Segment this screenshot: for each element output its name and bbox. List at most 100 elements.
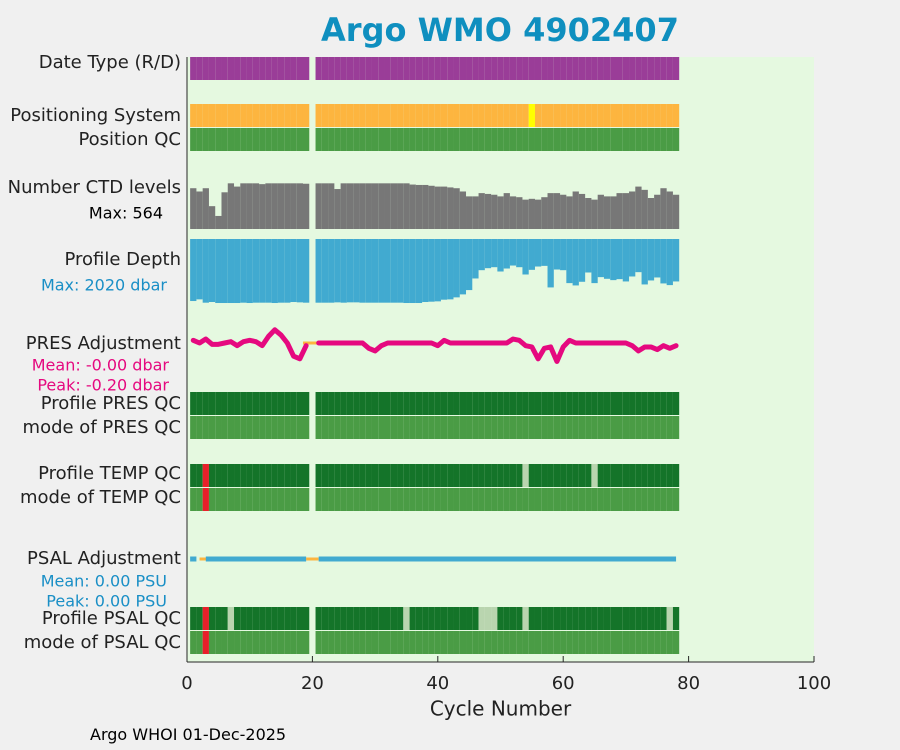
position-qc-cell xyxy=(190,128,197,151)
mode-psal-qc-cell xyxy=(240,631,247,654)
mode-pres-qc-cell xyxy=(503,416,510,439)
profile-pres-qc-cell xyxy=(440,392,448,415)
ctd-levels-bar xyxy=(603,196,611,229)
profile-depth-bar xyxy=(585,239,592,273)
profile-pres-qc-cell xyxy=(647,392,655,415)
date-type-cell xyxy=(597,57,604,80)
profile-depth-bar xyxy=(459,239,467,295)
mode-pres-qc-cell xyxy=(666,416,673,439)
mode-pres-qc-cell xyxy=(334,416,341,439)
mode-temp-qc-cell xyxy=(434,488,441,511)
position-qc-cell xyxy=(666,128,673,151)
profile-pres-qc-cell xyxy=(560,392,567,415)
profile-pres-qc-cell xyxy=(428,392,435,415)
profile-temp-qc-cell xyxy=(547,464,554,487)
profile-pres-qc-cell xyxy=(384,392,391,415)
positioning-system-cell xyxy=(359,104,366,127)
ctd-levels-bar xyxy=(265,183,272,229)
profile-depth-bar xyxy=(428,239,435,302)
position-qc-cell xyxy=(572,128,579,151)
profile-pres-qc-cell xyxy=(290,392,297,415)
position-qc-cell xyxy=(378,128,385,151)
mode-pres-qc-cell xyxy=(340,416,347,439)
mode-temp-qc-cell xyxy=(378,488,385,511)
position-qc-cell xyxy=(472,128,479,151)
date-type-cell xyxy=(371,57,379,80)
profile-psal-qc-cell xyxy=(202,607,209,630)
profile-depth-bar xyxy=(234,239,241,304)
positioning-system-cell xyxy=(534,104,542,127)
mode-temp-qc-cell xyxy=(296,488,303,511)
position-qc-cell xyxy=(277,128,285,151)
row-label: Profile Depth xyxy=(64,249,181,270)
mode-temp-qc-cell xyxy=(497,488,504,511)
date-type-cell xyxy=(434,57,441,80)
mode-temp-qc-cell xyxy=(522,488,529,511)
profile-depth-bar xyxy=(591,239,598,284)
profile-pres-qc-cell xyxy=(591,392,598,415)
profile-pres-qc-cell xyxy=(610,392,617,415)
mode-temp-qc-cell xyxy=(415,488,423,511)
profile-pres-qc-cell xyxy=(315,392,322,415)
positioning-system-cell xyxy=(271,104,278,127)
positioning-system-cell xyxy=(208,104,216,127)
profile-pres-qc-cell xyxy=(246,392,253,415)
mode-psal-qc-cell xyxy=(509,631,517,654)
mode-temp-qc-cell xyxy=(371,488,379,511)
position-qc-cell xyxy=(259,128,266,151)
profile-pres-qc-cell xyxy=(509,392,517,415)
ctd-levels-bar xyxy=(447,187,454,229)
profile-psal-qc-cell xyxy=(265,607,272,630)
mode-pres-qc-cell xyxy=(509,416,517,439)
profile-depth-bar xyxy=(534,239,542,267)
mode-temp-qc-cell xyxy=(340,488,347,511)
date-type-cell xyxy=(202,57,209,80)
profile-psal-qc-cell xyxy=(528,607,535,630)
mode-temp-qc-cell xyxy=(647,488,655,511)
ctd-levels-bar xyxy=(246,183,253,229)
profile-temp-qc-cell xyxy=(208,464,216,487)
profile-psal-qc-cell xyxy=(547,607,554,630)
position-qc-cell xyxy=(296,128,303,151)
profile-depth-bar xyxy=(190,239,197,302)
position-qc-cell xyxy=(265,128,272,151)
profile-temp-qc-cell xyxy=(503,464,510,487)
date-type-cell xyxy=(234,57,241,80)
profile-pres-qc-cell xyxy=(271,392,278,415)
ctd-levels-bar xyxy=(428,185,435,229)
mode-temp-qc-cell xyxy=(560,488,567,511)
profile-temp-qc-cell xyxy=(265,464,272,487)
mode-temp-qc-cell xyxy=(346,488,354,511)
mode-pres-qc-cell xyxy=(516,416,523,439)
profile-pres-qc-cell xyxy=(566,392,573,415)
date-type-cell xyxy=(390,57,398,80)
profile-pres-qc-cell xyxy=(397,392,404,415)
profile-psal-qc-cell xyxy=(215,607,222,630)
position-qc-cell xyxy=(271,128,278,151)
mode-psal-qc-cell xyxy=(302,631,310,654)
mode-psal-qc-cell xyxy=(353,631,360,654)
profile-temp-qc-cell xyxy=(572,464,579,487)
date-type-cell xyxy=(384,57,391,80)
date-type-cell xyxy=(509,57,517,80)
position-qc-cell xyxy=(415,128,423,151)
profile-temp-qc-cell xyxy=(541,464,548,487)
position-qc-cell xyxy=(202,128,209,151)
position-qc-cell xyxy=(340,128,347,151)
mode-pres-qc-cell xyxy=(277,416,285,439)
position-qc-cell xyxy=(227,128,235,151)
profile-depth-bar xyxy=(610,239,617,281)
profile-depth-bar xyxy=(340,239,347,303)
profile-pres-qc-cell xyxy=(641,392,648,415)
profile-psal-qc-cell xyxy=(491,607,498,630)
mode-psal-qc-cell xyxy=(572,631,579,654)
mode-psal-qc-cell xyxy=(252,631,260,654)
profile-temp-qc-cell xyxy=(509,464,517,487)
date-type-cell xyxy=(603,57,611,80)
date-type-cell xyxy=(290,57,297,80)
profile-temp-qc-cell xyxy=(290,464,297,487)
profile-psal-qc-cell xyxy=(409,607,416,630)
positioning-system-cell xyxy=(440,104,448,127)
mode-pres-qc-cell xyxy=(491,416,498,439)
mode-psal-qc-cell xyxy=(434,631,441,654)
